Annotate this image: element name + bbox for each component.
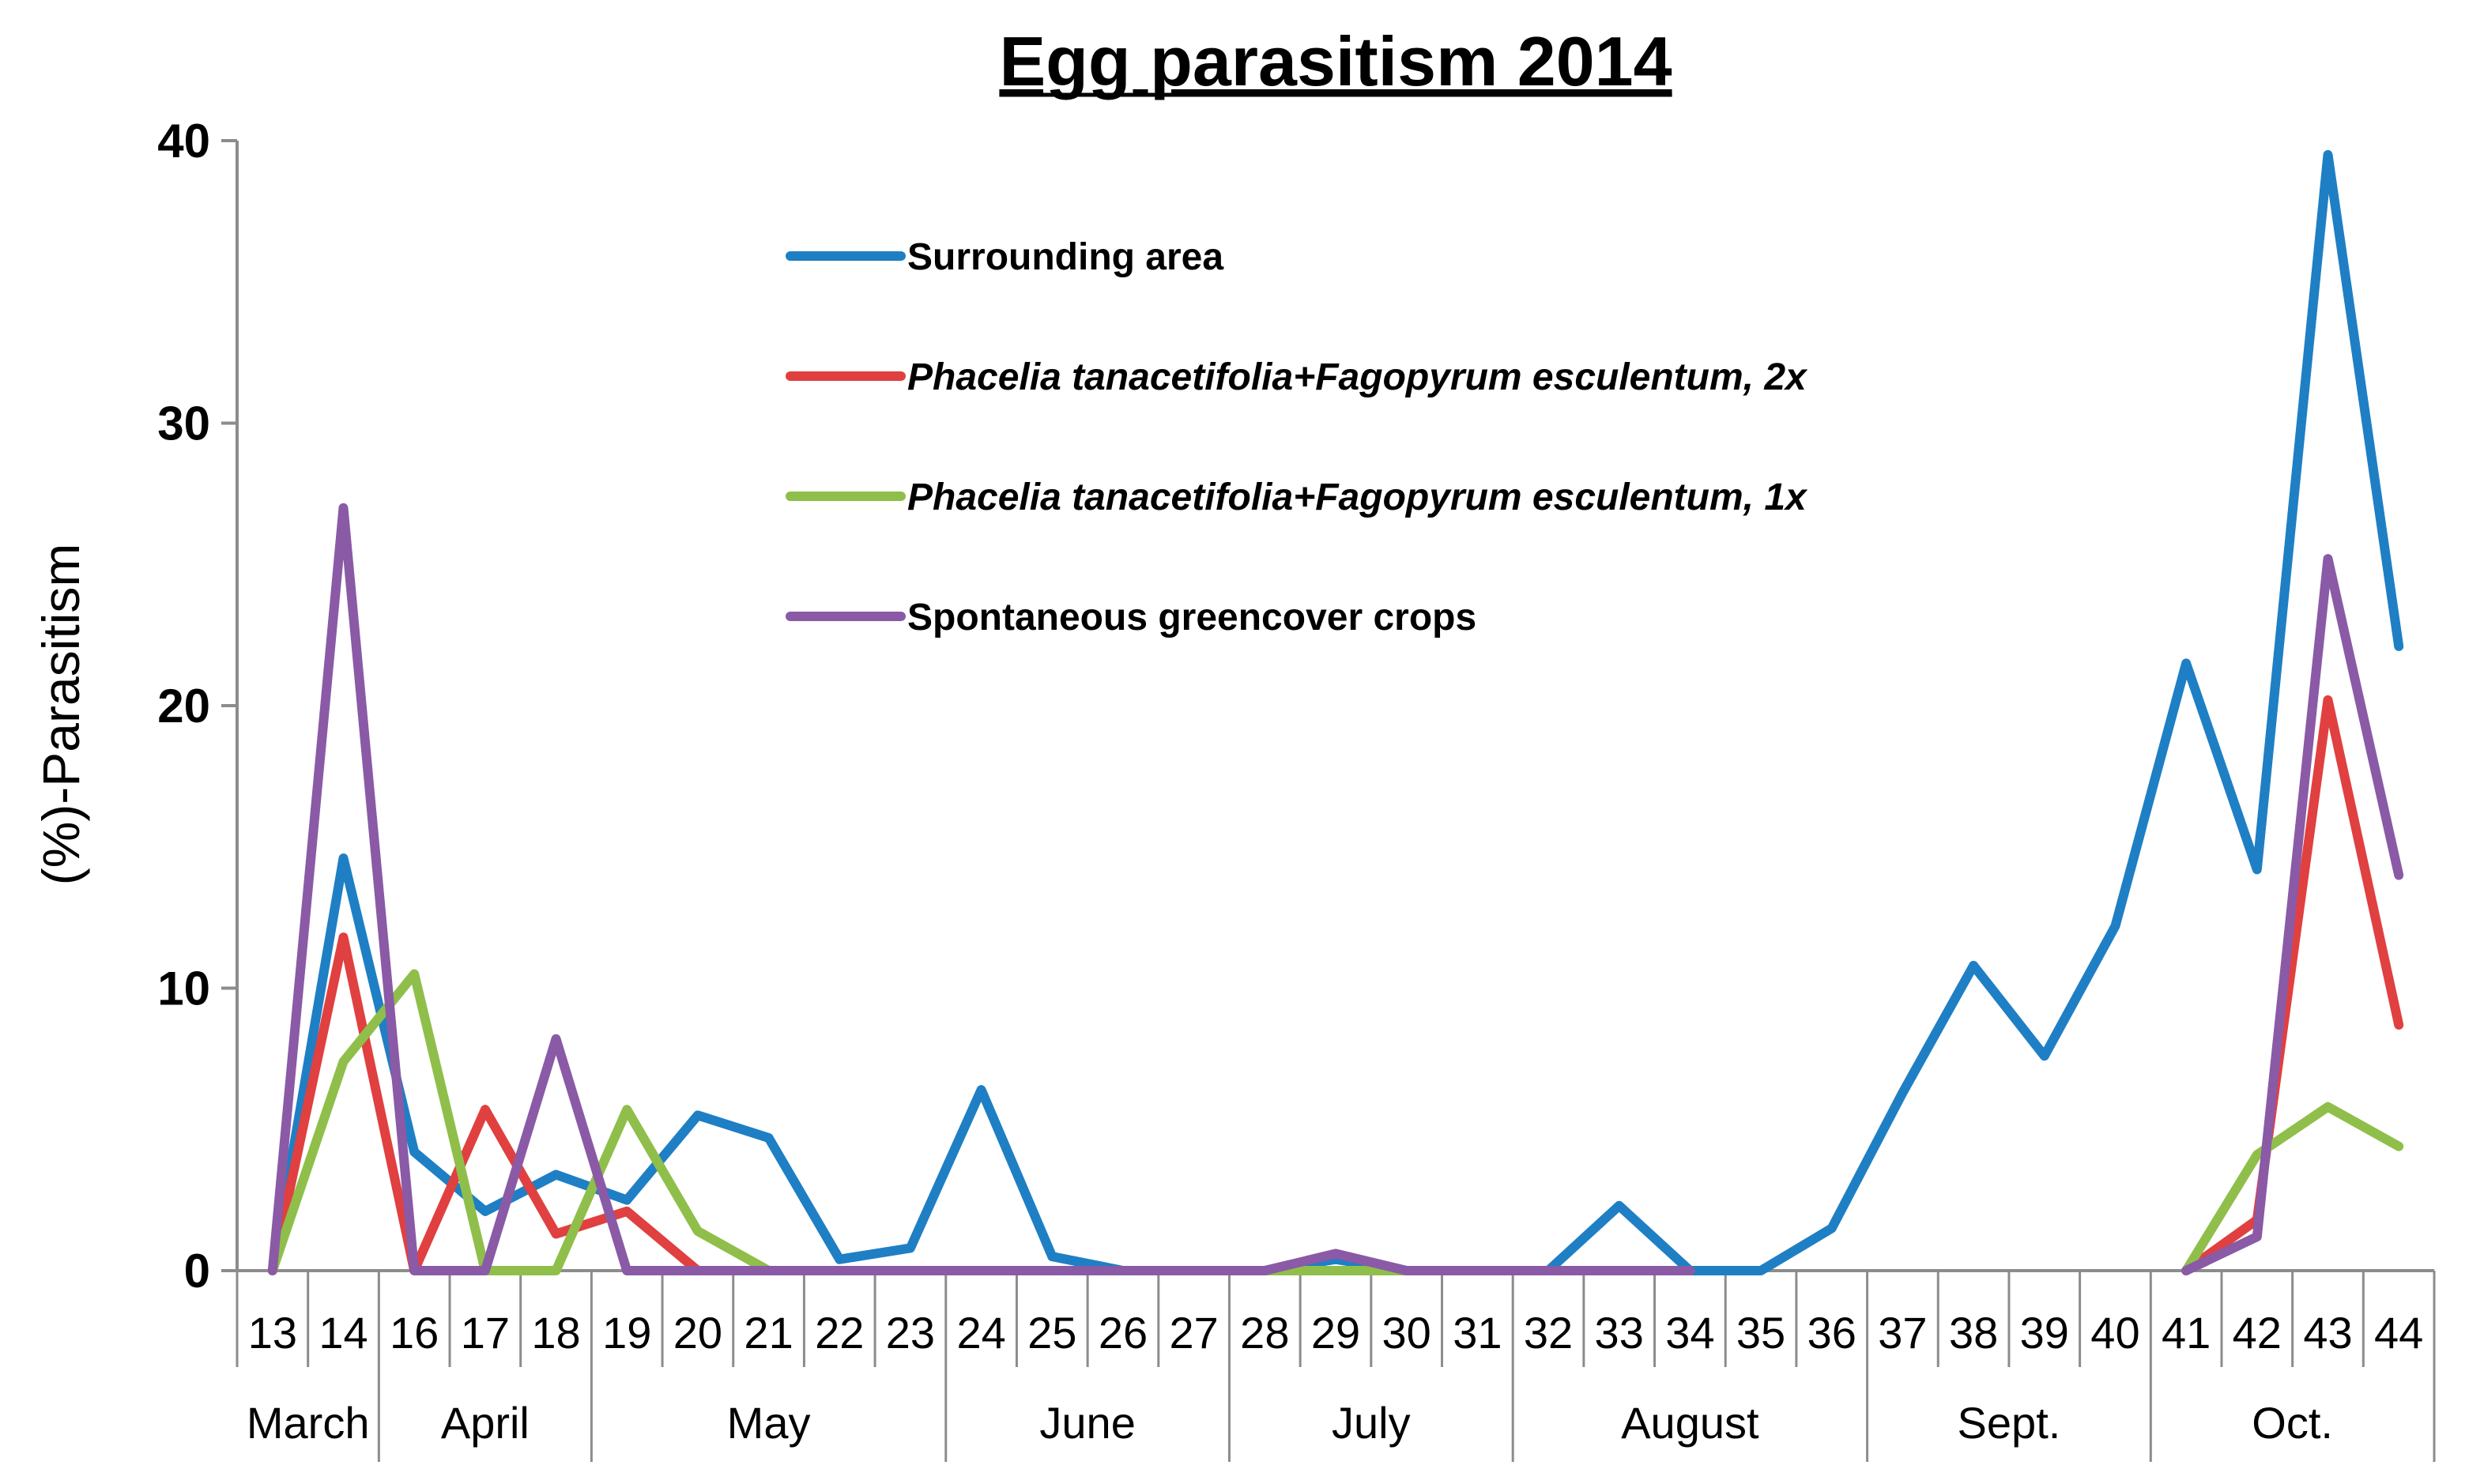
- series-line: [267, 503, 1695, 1275]
- legend-label: Spontaneous greencover crops: [907, 597, 1476, 638]
- x-tick-label: 25: [1027, 1308, 1076, 1358]
- x-tick-label: 41: [2162, 1308, 2211, 1358]
- x-tick-label: 34: [1665, 1308, 1714, 1358]
- y-tick-label: 10: [157, 962, 210, 1015]
- x-tick-label: 28: [1240, 1308, 1289, 1358]
- legend-label: Surrounding area: [907, 236, 1223, 278]
- x-tick-label: 43: [2303, 1308, 2352, 1358]
- x-tick-label: 24: [956, 1308, 1005, 1358]
- y-tick-label: 30: [157, 397, 210, 450]
- month-label: June: [1039, 1398, 1135, 1448]
- series-line: [267, 969, 1695, 1275]
- x-tick-label: 27: [1169, 1308, 1218, 1358]
- y-tick-label: 40: [157, 115, 210, 168]
- series-line: [2181, 695, 2404, 1275]
- x-tick-label: 19: [602, 1308, 651, 1358]
- x-tick-label: 40: [2090, 1308, 2139, 1358]
- x-tick-label: 13: [248, 1308, 297, 1358]
- x-tick-label: 20: [673, 1308, 722, 1358]
- x-tick-label: 26: [1099, 1308, 1148, 1358]
- x-tick-label: 37: [1878, 1308, 1927, 1358]
- x-tick-label: 36: [1807, 1308, 1856, 1358]
- x-tick-label: 16: [390, 1308, 439, 1358]
- x-tick-label: 31: [1453, 1308, 1502, 1358]
- x-tick-label: 22: [815, 1308, 864, 1358]
- x-tick-label: 39: [2020, 1308, 2069, 1358]
- month-label: March: [247, 1398, 370, 1448]
- x-tick-label: 14: [319, 1308, 368, 1358]
- x-tick-label: 42: [2233, 1308, 2282, 1358]
- chart-title: Egg parasitism 2014: [999, 22, 1672, 100]
- month-label: July: [1332, 1398, 1411, 1448]
- x-tick-label: 35: [1736, 1308, 1785, 1358]
- y-tick-label: 20: [157, 680, 210, 733]
- y-axis-label: (%)-Parasitism: [32, 544, 90, 886]
- x-tick-label: 18: [531, 1308, 580, 1358]
- x-tick-label: 44: [2374, 1308, 2423, 1358]
- axes: 0 10 20 30 40 13 14 16 17 18 19 20 21 22 23 24 25 26 27 28 2…: [157, 115, 2436, 1462]
- x-tick-label: 38: [1949, 1308, 1998, 1358]
- series-line: [2181, 554, 2404, 1275]
- month-label: May: [727, 1398, 811, 1448]
- y-tick-label: 0: [184, 1245, 210, 1298]
- legend: Surrounding area Phacelia tanacetifolia+F…: [786, 236, 1808, 638]
- month-label: August: [1621, 1398, 1759, 1448]
- x-tick-label: 32: [1524, 1308, 1573, 1358]
- series-line: [267, 149, 2404, 1275]
- legend-label: Phacelia tanacetifolia+Fagopyrum esculen…: [907, 356, 1808, 398]
- month-label: Sept.: [1958, 1398, 2061, 1448]
- series-lines: [267, 149, 2404, 1275]
- series-line: [267, 932, 1695, 1275]
- x-tick-label: 33: [1595, 1308, 1644, 1358]
- month-label: April: [441, 1398, 530, 1448]
- x-tick-label: 23: [886, 1308, 935, 1358]
- x-tick-label: 17: [461, 1308, 510, 1358]
- x-tick-label: 29: [1311, 1308, 1360, 1358]
- x-tick-label: 30: [1382, 1308, 1431, 1358]
- month-label: Oct.: [2252, 1398, 2333, 1448]
- x-tick-label: 21: [744, 1308, 793, 1358]
- series-line: [2181, 1102, 2404, 1275]
- legend-label: Phacelia tanacetifolia+Fagopyrum esculen…: [907, 476, 1808, 518]
